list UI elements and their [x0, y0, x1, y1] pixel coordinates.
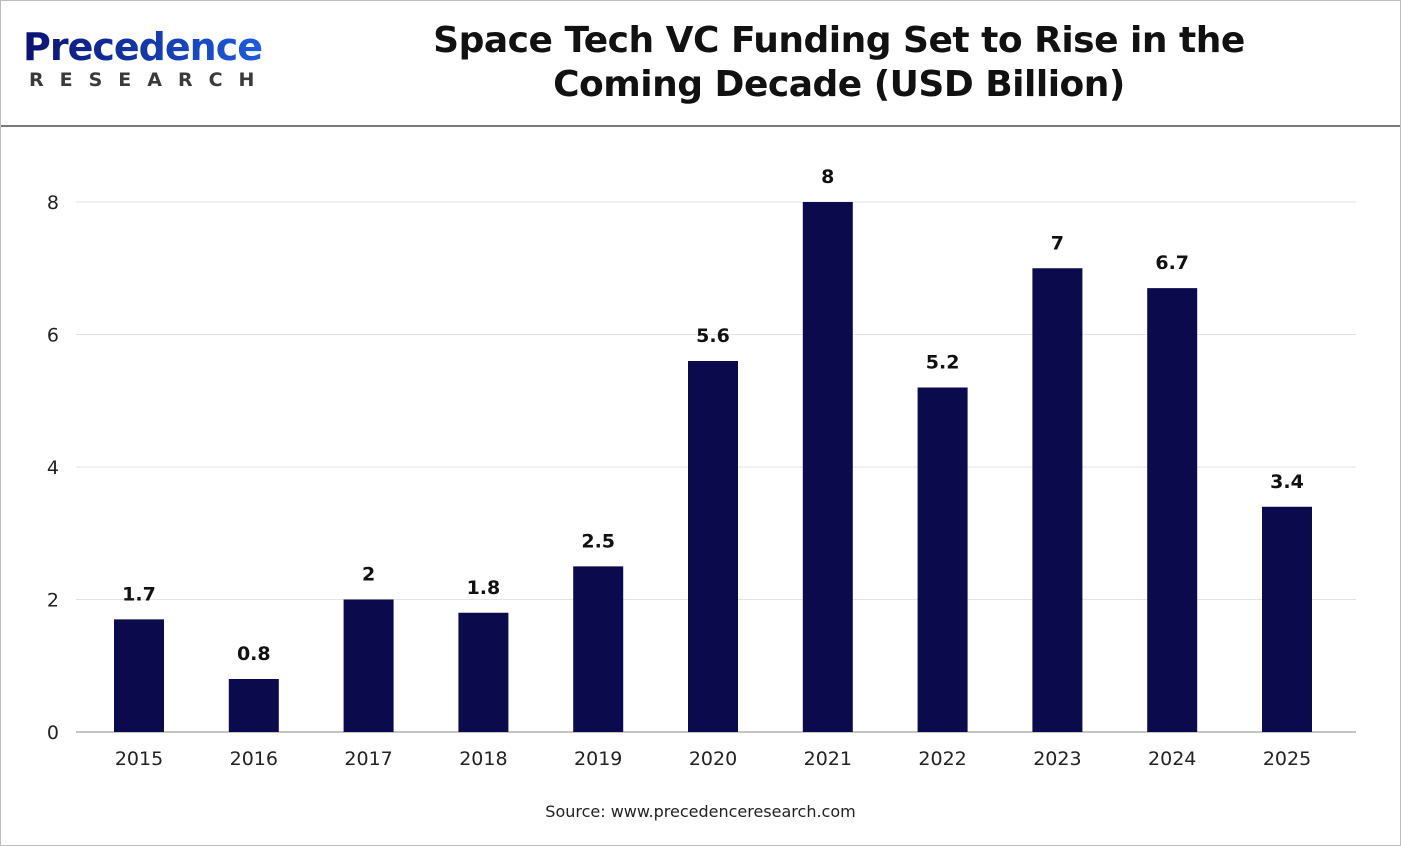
- x-tick-label: 2015: [115, 748, 163, 770]
- x-tick-label: 2016: [230, 748, 278, 770]
- chart-title: Space Tech VC Funding Set to Rise in the…: [433, 20, 1245, 105]
- bar-2025: [1262, 506, 1312, 732]
- x-tick-label: 2017: [344, 748, 392, 770]
- data-label: 1.7: [122, 583, 156, 605]
- x-tick-label: 2019: [574, 748, 622, 770]
- bar-2023: [1032, 268, 1083, 732]
- x-tick-label: 2020: [689, 748, 737, 770]
- y-tick-label: 8: [47, 192, 59, 214]
- logo: Precedence RESEARCH: [23, 27, 270, 91]
- x-tick-label: 2022: [918, 748, 966, 770]
- data-label: 8: [821, 166, 834, 188]
- data-label: 2: [362, 564, 375, 586]
- header: Precedence RESEARCH Space Tech VC Fundin…: [1, 1, 1400, 127]
- x-tick-label: 2024: [1148, 748, 1196, 770]
- data-label: 2.5: [581, 530, 615, 552]
- bar-2018: [458, 612, 509, 732]
- bar-2019: [573, 566, 624, 732]
- bar-2015: [114, 619, 164, 732]
- data-label: 6.7: [1155, 252, 1189, 274]
- bar-2016: [228, 679, 279, 732]
- x-tick-label: 2023: [1033, 748, 1081, 770]
- logo-main-text: Precedence: [23, 27, 270, 67]
- bar-2021: [802, 202, 853, 732]
- x-tick-label: 2018: [459, 748, 507, 770]
- bar-2024: [1147, 288, 1198, 732]
- y-tick-label: 2: [47, 590, 59, 612]
- data-label: 5.6: [696, 325, 730, 347]
- logo-sub-text: RESEARCH: [29, 69, 271, 91]
- data-label: 7: [1051, 232, 1064, 254]
- y-tick-label: 0: [47, 722, 59, 744]
- bar-2020: [688, 361, 738, 732]
- source-note: Source: www.precedenceresearch.com: [545, 802, 856, 821]
- data-label: 0.8: [237, 643, 271, 665]
- y-tick-label: 4: [47, 457, 59, 479]
- data-label: 5.2: [926, 352, 960, 374]
- x-tick-label: 2025: [1263, 748, 1311, 770]
- bar-2017: [343, 599, 394, 732]
- data-label: 1.8: [467, 577, 501, 599]
- data-label: 3.4: [1270, 471, 1304, 493]
- bar-2022: [917, 387, 968, 732]
- x-tick-label: 2021: [804, 748, 852, 770]
- y-tick-label: 6: [47, 325, 59, 347]
